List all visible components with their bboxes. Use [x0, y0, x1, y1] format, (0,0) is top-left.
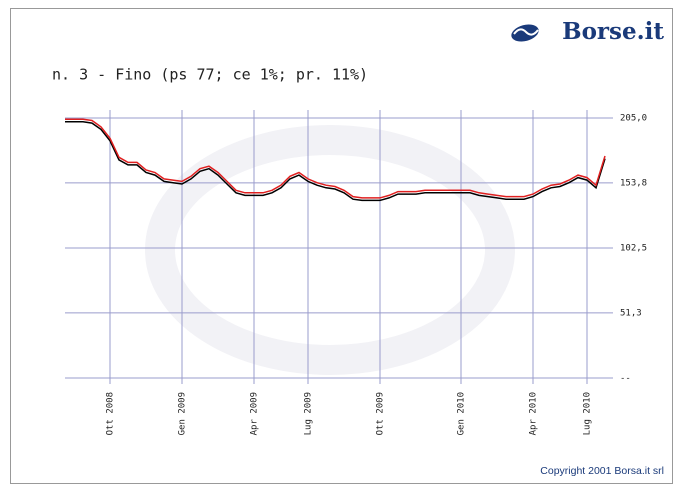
x-tick-label: Lug 2010: [583, 392, 593, 435]
x-tick-label: Gen 2009: [178, 392, 188, 435]
x-tick-label: Apr 2010: [529, 392, 539, 435]
chart-title: n. 3 - Fino (ps 77; ce 1%; pr. 11%): [52, 66, 368, 84]
logo-icon: [511, 24, 539, 42]
frame: [10, 8, 673, 484]
y-tick-label: 102,5: [620, 244, 647, 254]
watermark: [145, 125, 515, 375]
x-tick-label: Gen 2010: [457, 392, 467, 435]
y-tick-label: 51,3: [620, 308, 642, 318]
x-tick-label: Apr 2009: [250, 392, 260, 435]
x-tick-label: Ott 2009: [376, 392, 386, 435]
y-tick-label: --: [620, 374, 631, 384]
logo: Borse.it: [562, 18, 664, 45]
y-tick-label: 205,0: [620, 114, 647, 124]
line-series: [65, 121, 606, 202]
copyright: Copyright 2001 Borsa.it srl: [540, 465, 664, 477]
line-series: [65, 118, 606, 199]
x-tick-label: Lug 2009: [304, 392, 314, 435]
x-tick-label: Ott 2008: [106, 392, 116, 435]
y-tick-label: 153,8: [620, 178, 647, 188]
